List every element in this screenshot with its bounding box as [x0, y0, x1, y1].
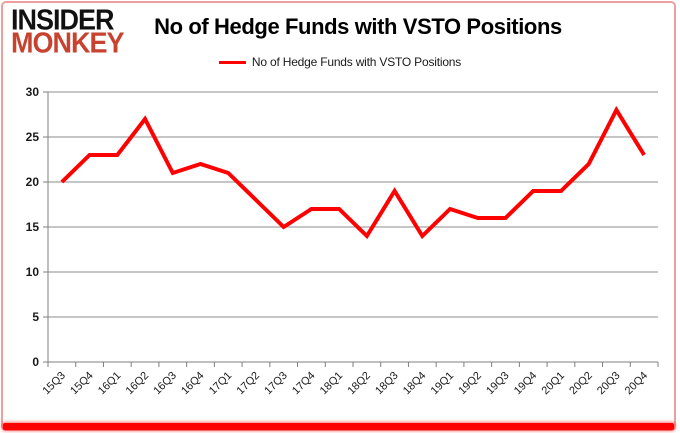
y-axis-tick-label: 25 [26, 130, 40, 144]
x-axis-tick-label: 18Q3 [373, 370, 401, 398]
legend-label: No of Hedge Funds with VSTO Positions [251, 55, 462, 69]
x-axis-tick-label: 15Q3 [40, 370, 68, 398]
line-series [60, 105, 646, 240]
x-axis-tick-label: 16Q3 [151, 370, 179, 398]
x-axis-tick-label: 19Q4 [512, 370, 540, 398]
x-axis-tick-label: 18Q4 [401, 370, 429, 398]
x-axis-tick-label: 17Q3 [262, 370, 290, 398]
x-axis-tick-label: 17Q2 [235, 370, 263, 398]
y-axis-tick-label: 10 [26, 265, 40, 279]
legend-line-swatch [218, 60, 246, 64]
y-axis-tick-label: 30 [26, 85, 40, 99]
x-axis-tick-label: 15Q4 [68, 370, 96, 398]
x-axis-tick-label: 18Q1 [318, 370, 346, 398]
x-axis-tick-label: 19Q3 [484, 370, 512, 398]
y-axis-tick-label: 5 [32, 310, 39, 324]
bottom-red-bar [3, 423, 674, 430]
x-axis-tick-label: 16Q1 [96, 370, 124, 398]
logo-line2: MONKEY [11, 27, 125, 59]
y-axis-tick-label: 0 [32, 355, 39, 369]
x-axis-tick-label: 17Q4 [290, 370, 318, 398]
x-axis-tick-label: 18Q2 [345, 370, 373, 398]
chart-legend: No of Hedge Funds with VSTO Positions [0, 55, 680, 69]
y-axis-tick-label: 20 [26, 175, 40, 189]
y-axis-tick-label: 15 [26, 220, 40, 234]
x-axis-tick-label: 17Q1 [207, 370, 235, 398]
logo-line1: INSIDER [11, 4, 115, 36]
insider-monkey-logo: INSIDER MONKEY [11, 4, 125, 59]
x-axis-tick-label: 20Q2 [567, 370, 595, 398]
chart-title: No of Hedge Funds with VSTO Positions [154, 14, 562, 39]
x-axis-tick-label: 19Q2 [456, 370, 484, 398]
x-axis-tick-label: 19Q1 [429, 370, 457, 398]
x-axis-tick-label: 20Q1 [540, 370, 568, 398]
x-axis-tick-label: 16Q4 [179, 370, 207, 398]
x-axis-tick-label: 16Q2 [124, 370, 152, 398]
x-axis-tick-label: 20Q4 [623, 370, 651, 398]
x-axis-tick-label: 20Q3 [595, 370, 623, 398]
